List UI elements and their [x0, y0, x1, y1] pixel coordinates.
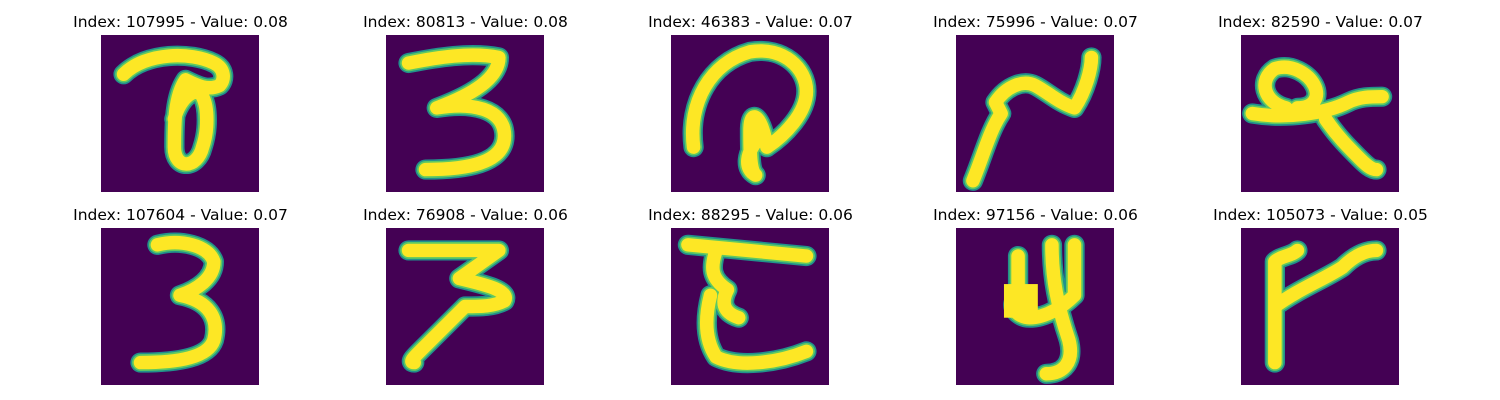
- panel-10: Index: 105073 - Value: 0.05: [1178, 206, 1463, 396]
- digit-glyph: [101, 35, 259, 192]
- panel-title: Index: 76908 - Value: 0.06: [323, 206, 608, 224]
- panel-2: Index: 80813 - Value: 0.08: [323, 13, 608, 203]
- digit-glyph: [101, 228, 259, 385]
- panel-1: Index: 107995 - Value: 0.08: [38, 13, 323, 203]
- digit-glyph: [386, 35, 544, 192]
- panel-7: Index: 76908 - Value: 0.06: [323, 206, 608, 396]
- digit-glyph: [671, 228, 829, 385]
- digit-image: [101, 35, 259, 192]
- digit-glyph: [956, 228, 1114, 385]
- panel-title: Index: 80813 - Value: 0.08: [323, 13, 608, 31]
- digit-glyph: [1241, 35, 1399, 192]
- digit-stroke-fill: [1004, 284, 1038, 318]
- panel-title: Index: 105073 - Value: 0.05: [1178, 206, 1463, 224]
- panel-title: Index: 97156 - Value: 0.06: [893, 206, 1178, 224]
- panel-5: Index: 82590 - Value: 0.07: [1178, 13, 1463, 203]
- digit-image: [386, 35, 544, 192]
- panel-9: Index: 97156 - Value: 0.06: [893, 206, 1178, 396]
- digit-image: [956, 228, 1114, 385]
- digit-image: [671, 35, 829, 192]
- panel-8: Index: 88295 - Value: 0.06: [608, 206, 893, 396]
- panel-title: Index: 82590 - Value: 0.07: [1178, 13, 1463, 31]
- digit-glyph: [386, 228, 544, 385]
- panel-4: Index: 75996 - Value: 0.07: [893, 13, 1178, 203]
- digit-image: [956, 35, 1114, 192]
- panel-3: Index: 46383 - Value: 0.07: [608, 13, 893, 203]
- digit-image: [386, 228, 544, 385]
- panel-title: Index: 75996 - Value: 0.07: [893, 13, 1178, 31]
- digit-glyph: [1241, 228, 1399, 385]
- digit-image: [671, 228, 829, 385]
- panel-6: Index: 107604 - Value: 0.07: [38, 206, 323, 396]
- panel-title: Index: 107604 - Value: 0.07: [38, 206, 323, 224]
- panel-title: Index: 46383 - Value: 0.07: [608, 13, 893, 31]
- digit-glyph: [956, 35, 1114, 192]
- digit-image: [1241, 35, 1399, 192]
- digit-image: [1241, 228, 1399, 385]
- digit-image: [101, 228, 259, 385]
- panel-title: Index: 88295 - Value: 0.06: [608, 206, 893, 224]
- panel-title: Index: 107995 - Value: 0.08: [38, 13, 323, 31]
- digit-glyph: [671, 35, 829, 192]
